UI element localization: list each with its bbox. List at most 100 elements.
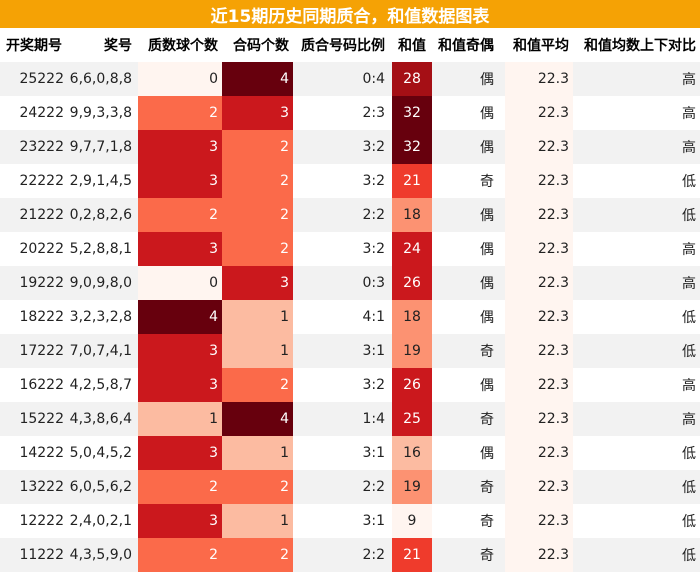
ratio-cell: 0:4 xyxy=(362,71,385,87)
issue-cell: 18222 xyxy=(19,309,64,325)
numbers-cell: 6,6,0,8,8 xyxy=(69,71,132,87)
sum-cell: 19 xyxy=(392,334,432,368)
parity-cell: 奇 xyxy=(480,548,494,564)
avg-cell: 22.3 xyxy=(505,96,573,130)
numbers-cell: 7,0,7,4,1 xyxy=(69,343,132,359)
parity-cell: 偶 xyxy=(480,378,494,394)
parity-cell: 偶 xyxy=(480,310,494,326)
composites-cell: 1 xyxy=(222,300,293,334)
primes-cell: 3 xyxy=(138,232,222,266)
issue-cell: 12222 xyxy=(19,513,64,529)
parity-cell: 偶 xyxy=(480,242,494,258)
issue-cell: 15222 xyxy=(19,411,64,427)
primes-cell: 0 xyxy=(138,62,222,96)
column-header-parity: 和值奇偶 xyxy=(438,38,494,54)
sum-cell: 28 xyxy=(392,62,432,96)
table-row: 15222 4,3,8,6,4 1 4 1:4 25 奇 22.3 高 xyxy=(0,402,700,436)
issue-cell: 20222 xyxy=(19,241,64,257)
issue-cell: 25222 xyxy=(19,71,64,87)
parity-cell: 奇 xyxy=(480,412,494,428)
numbers-cell: 5,2,8,8,1 xyxy=(69,241,132,257)
issue-cell: 13222 xyxy=(19,479,64,495)
table-row: 23222 9,7,7,1,8 3 2 3:2 32 偶 22.3 高 xyxy=(0,130,700,164)
table-row: 12222 2,4,0,2,1 3 1 3:1 9 奇 22.3 低 xyxy=(0,504,700,538)
composites-cell: 2 xyxy=(222,130,293,164)
parity-cell: 奇 xyxy=(480,174,494,190)
issue-cell: 23222 xyxy=(19,139,64,155)
avg-cell: 22.3 xyxy=(505,334,573,368)
numbers-cell: 9,7,7,1,8 xyxy=(69,139,132,155)
numbers-cell: 4,3,5,9,0 xyxy=(69,547,132,563)
ratio-cell: 4:1 xyxy=(362,309,385,325)
primes-cell: 3 xyxy=(138,334,222,368)
comparison-cell: 低 xyxy=(682,548,696,564)
primes-cell: 3 xyxy=(138,504,222,538)
numbers-cell: 9,0,9,8,0 xyxy=(69,275,132,291)
comparison-cell: 高 xyxy=(682,412,696,428)
sum-cell: 18 xyxy=(392,300,432,334)
comparison-cell: 低 xyxy=(682,310,696,326)
column-header-composites: 合码个数 xyxy=(233,38,289,54)
parity-cell: 偶 xyxy=(480,276,494,292)
issue-cell: 16222 xyxy=(19,377,64,393)
composites-cell: 2 xyxy=(222,470,293,504)
column-header-avg: 和值平均 xyxy=(513,38,569,54)
ratio-cell: 3:2 xyxy=(362,139,385,155)
ratio-cell: 3:2 xyxy=(362,377,385,393)
composites-cell: 2 xyxy=(222,368,293,402)
issue-cell: 14222 xyxy=(19,445,64,461)
column-header-issue: 开奖期号 xyxy=(6,38,62,54)
comparison-cell: 高 xyxy=(682,106,696,122)
sum-cell: 24 xyxy=(392,232,432,266)
primes-cell: 3 xyxy=(138,130,222,164)
primes-cell: 2 xyxy=(138,538,222,572)
ratio-cell: 2:3 xyxy=(362,105,385,121)
table-row: 11222 4,3,5,9,0 2 2 2:2 21 奇 22.3 低 xyxy=(0,538,700,572)
comparison-cell: 低 xyxy=(682,480,696,496)
primes-cell: 2 xyxy=(138,470,222,504)
table-row: 16222 4,2,5,8,7 3 2 3:2 26 偶 22.3 高 xyxy=(0,368,700,402)
ratio-cell: 2:2 xyxy=(362,547,385,563)
primes-cell: 0 xyxy=(138,266,222,300)
composites-cell: 4 xyxy=(222,402,293,436)
issue-cell: 22222 xyxy=(19,173,64,189)
numbers-cell: 0,2,8,2,6 xyxy=(69,207,132,223)
parity-cell: 偶 xyxy=(480,208,494,224)
issue-cell: 19222 xyxy=(19,275,64,291)
avg-cell: 22.3 xyxy=(505,130,573,164)
numbers-cell: 2,9,1,4,5 xyxy=(69,173,132,189)
issue-cell: 24222 xyxy=(19,105,64,121)
primes-cell: 2 xyxy=(138,198,222,232)
table-header: 开奖期号 奖号 质数球个数 合码个数 质合号码比例 和值 和值奇偶 和值平均 和值均数上下对比 xyxy=(0,28,700,62)
comparison-cell: 高 xyxy=(682,140,696,156)
numbers-cell: 5,0,4,5,2 xyxy=(69,445,132,461)
table-body: 25222 6,6,0,8,8 0 4 0:4 28 偶 22.3 高 24222 9,9,3,3,… xyxy=(0,62,700,572)
issue-cell: 17222 xyxy=(19,343,64,359)
composites-cell: 2 xyxy=(222,164,293,198)
parity-cell: 偶 xyxy=(480,140,494,156)
composites-cell: 1 xyxy=(222,504,293,538)
avg-cell: 22.3 xyxy=(505,504,573,538)
comparison-cell: 高 xyxy=(682,242,696,258)
sum-cell: 9 xyxy=(392,504,432,538)
table-row: 13222 6,0,5,6,2 2 2 2:2 19 奇 22.3 低 xyxy=(0,470,700,504)
avg-cell: 22.3 xyxy=(505,198,573,232)
avg-cell: 22.3 xyxy=(505,266,573,300)
ratio-cell: 3:2 xyxy=(362,173,385,189)
numbers-cell: 3,2,3,2,8 xyxy=(69,309,132,325)
data-table: 开奖期号 奖号 质数球个数 合码个数 质合号码比例 和值 和值奇偶 和值平均 和值均数上下对比 … xyxy=(0,28,700,572)
comparison-cell: 低 xyxy=(682,344,696,360)
parity-cell: 奇 xyxy=(480,514,494,530)
sum-cell: 32 xyxy=(392,96,432,130)
ratio-cell: 3:1 xyxy=(362,343,385,359)
sum-cell: 26 xyxy=(392,368,432,402)
column-header-sum: 和值 xyxy=(398,38,426,54)
composites-cell: 1 xyxy=(222,436,293,470)
sum-cell: 18 xyxy=(392,198,432,232)
comparison-cell: 高 xyxy=(682,276,696,292)
composites-cell: 3 xyxy=(222,266,293,300)
comparison-cell: 低 xyxy=(682,208,696,224)
composites-cell: 4 xyxy=(222,62,293,96)
sum-cell: 16 xyxy=(392,436,432,470)
primes-cell: 2 xyxy=(138,96,222,130)
